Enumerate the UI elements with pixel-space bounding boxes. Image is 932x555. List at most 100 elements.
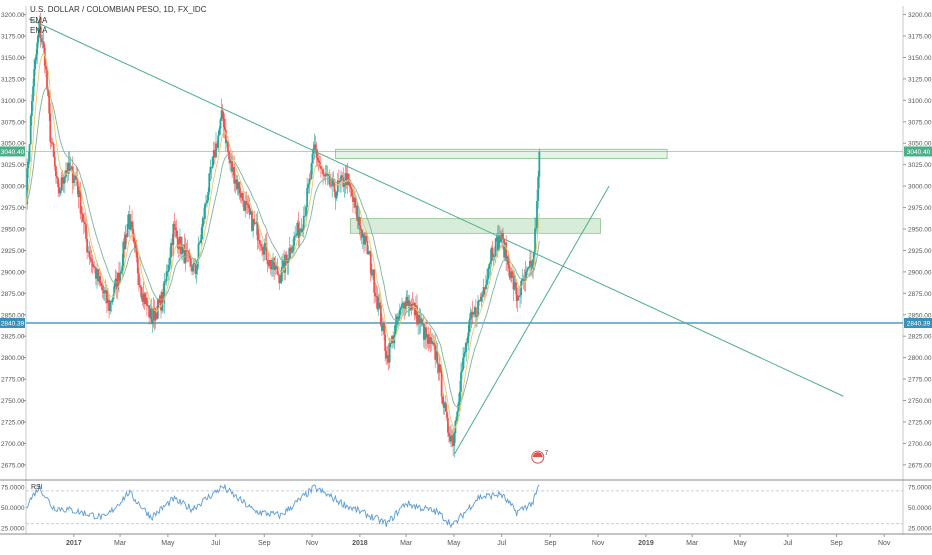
candle-body	[340, 175, 342, 181]
candle-body	[297, 222, 300, 238]
candle-body	[245, 200, 248, 204]
price-tick-label: 3100.00	[908, 98, 932, 105]
trendline[interactable]	[28, 18, 844, 397]
price-level-badge	[0, 318, 25, 329]
candle-body	[57, 178, 60, 187]
candle-body	[46, 69, 48, 89]
candle-body	[155, 311, 158, 319]
candle-body	[176, 236, 179, 249]
candle-body	[520, 280, 523, 296]
time-tick-label: Sep	[258, 540, 271, 547]
ema-slow-line[interactable]	[25, 87, 540, 408]
candle-body	[243, 200, 245, 211]
candle-body	[369, 253, 372, 274]
candle-body	[305, 207, 307, 216]
price-level-badge	[904, 318, 932, 329]
candle-body	[519, 295, 521, 297]
ema-legend-1[interactable]: EMA	[30, 16, 48, 25]
candle-body	[386, 355, 389, 359]
price-tick-label: 3075.00	[1, 119, 25, 126]
price-tick-label: 2950.00	[908, 226, 932, 233]
price-tick-label: 3200.00	[908, 12, 932, 19]
candle-body	[421, 323, 424, 325]
candle-body	[388, 343, 391, 363]
candle-body	[490, 247, 493, 262]
candle-body	[522, 278, 525, 280]
candle-body	[467, 332, 470, 343]
candle-body	[491, 247, 494, 257]
ema-fast-line[interactable]	[25, 52, 540, 430]
candle-body	[374, 292, 377, 296]
candle-body	[201, 218, 204, 228]
candle-body	[389, 343, 392, 344]
candle-body	[240, 193, 243, 198]
price-tick-label: 3075.00	[908, 119, 932, 126]
candlestick-series[interactable]	[26, 13, 541, 458]
candle-body	[437, 364, 440, 373]
candle-body	[160, 295, 162, 311]
candle-body	[222, 113, 225, 127]
candle-body	[221, 110, 224, 114]
candle-body	[345, 173, 348, 186]
candle-body	[171, 243, 174, 246]
candle-body	[455, 416, 458, 422]
price-tick-label: 2700.00	[908, 441, 932, 448]
candle-body	[275, 265, 278, 267]
trendline[interactable]	[454, 185, 610, 454]
price-tick-label: 3150.00	[908, 55, 932, 62]
candle-body	[62, 182, 65, 184]
candle-body	[260, 244, 262, 247]
rsi-legend[interactable]: RSI	[31, 484, 43, 491]
candle-body	[376, 296, 379, 310]
candle-body	[207, 192, 210, 201]
candle-body	[502, 233, 504, 240]
candle-body	[164, 281, 167, 282]
candle-body	[482, 287, 485, 295]
candle-body	[177, 248, 180, 250]
candle-body	[323, 174, 326, 177]
candle-body	[150, 308, 153, 325]
candle-body	[477, 301, 479, 317]
candle-body	[365, 235, 368, 242]
ema-legend-2[interactable]: EMA	[30, 26, 48, 35]
candle-body	[428, 337, 431, 344]
candle-body	[67, 162, 70, 174]
rsi-line[interactable]	[26, 483, 540, 529]
rsi-tick-label: 75.0000	[908, 484, 932, 491]
candle-body	[451, 435, 453, 437]
time-tick-label: May	[733, 540, 747, 547]
candle-body	[124, 234, 127, 250]
candle-body	[236, 179, 239, 189]
candle-body	[131, 221, 133, 229]
candle-body	[433, 342, 435, 346]
candle-body	[299, 228, 302, 230]
candle-body	[143, 293, 146, 305]
price-tick-label: 3050.00	[1, 141, 25, 148]
candle-body	[418, 315, 421, 324]
candle-body	[42, 41, 45, 48]
candle-body	[219, 119, 222, 129]
candle-body	[356, 205, 359, 221]
candle-body	[307, 184, 310, 188]
candle-body	[179, 236, 181, 250]
price-tick-label: 2675.00	[1, 462, 25, 469]
candle-body	[448, 432, 450, 437]
candle-body	[264, 242, 267, 247]
candle-body	[501, 233, 503, 240]
price-tick-label: 2825.00	[908, 334, 932, 341]
candle-body	[343, 185, 346, 187]
candle-body	[70, 166, 73, 169]
candle-body	[69, 168, 72, 171]
candle-body	[142, 293, 145, 302]
candle-body	[416, 305, 418, 325]
candle-body	[283, 260, 286, 273]
candle-body	[441, 396, 444, 404]
supply-demand-zone[interactable]	[335, 148, 668, 160]
candle-body	[115, 278, 118, 290]
candle-body	[39, 21, 42, 39]
candle-body	[65, 170, 67, 177]
candle-body	[58, 186, 61, 194]
candle-body	[108, 299, 110, 311]
